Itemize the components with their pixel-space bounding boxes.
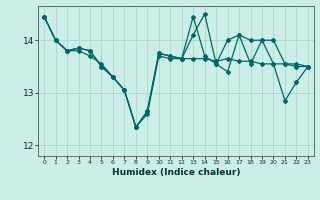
X-axis label: Humidex (Indice chaleur): Humidex (Indice chaleur) xyxy=(112,168,240,177)
